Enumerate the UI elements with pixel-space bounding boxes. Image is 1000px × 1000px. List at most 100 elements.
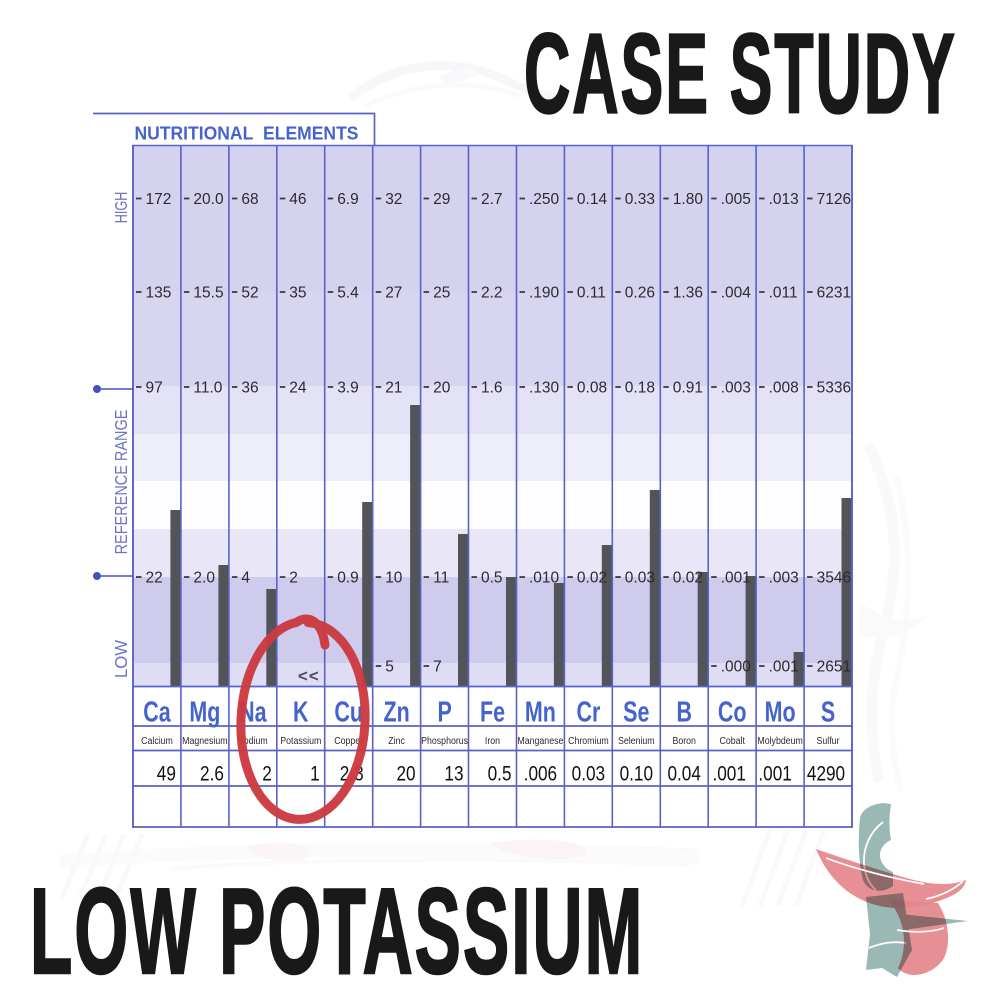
svg-text:0.10: 0.10 [620,762,654,786]
svg-text:REFERENCE RANGE: REFERENCE RANGE [112,409,132,554]
svg-text:3.9: 3.9 [337,380,359,397]
svg-text:Cu: Cu [334,696,363,728]
svg-text:Sodium: Sodium [238,734,268,746]
svg-text:.001: .001 [712,762,745,786]
svg-text:0.5: 0.5 [488,762,512,786]
svg-text:Calcium: Calcium [141,734,173,746]
svg-text:Co: Co [718,696,747,728]
svg-text:1.6: 1.6 [481,380,503,397]
svg-text:0.03: 0.03 [572,762,605,786]
svg-text:52: 52 [241,285,258,302]
svg-text:21: 21 [385,380,402,397]
svg-text:29: 29 [433,191,450,208]
svg-text:.003: .003 [721,380,751,397]
svg-text:Mn: Mn [525,696,556,728]
svg-text:NUTRITIONAL ELEMENTS: NUTRITIONAL ELEMENTS [135,123,359,144]
svg-text:24: 24 [289,380,307,397]
svg-text:32: 32 [385,191,402,208]
svg-text:.250: .250 [529,191,560,208]
svg-text:4290: 4290 [807,762,845,786]
svg-text:1: 1 [310,762,320,786]
svg-text:0.14: 0.14 [577,191,608,208]
svg-text:0.03: 0.03 [625,570,655,587]
svg-text:13: 13 [444,762,463,786]
svg-text:0.08: 0.08 [577,380,607,397]
svg-text:S: S [821,696,835,728]
svg-text:97: 97 [146,380,163,397]
svg-text:1.80: 1.80 [673,191,704,208]
svg-text:2: 2 [262,762,272,786]
svg-text:Fe: Fe [480,696,505,728]
svg-text:5336: 5336 [817,380,851,397]
svg-text:20: 20 [433,380,451,397]
svg-text:0.04: 0.04 [667,762,701,786]
svg-text:0.9: 0.9 [337,570,359,587]
svg-text:.010: .010 [529,570,560,587]
svg-text:Manganese: Manganese [517,734,563,746]
svg-text:Phosphorus: Phosphorus [421,734,468,746]
svg-text:Ca: Ca [143,696,171,728]
svg-text:36: 36 [241,380,258,397]
svg-text:2.0: 2.0 [193,570,215,587]
svg-text:49: 49 [157,762,176,786]
svg-text:0.91: 0.91 [673,380,703,397]
svg-text:2651: 2651 [817,659,851,676]
svg-text:20: 20 [396,762,415,786]
svg-text:25: 25 [433,285,450,302]
svg-text:Sulfur: Sulfur [817,734,840,746]
svg-text:0.5: 0.5 [481,570,503,587]
svg-text:46: 46 [289,191,306,208]
svg-text:.130: .130 [529,380,560,397]
svg-text:2.7: 2.7 [481,191,503,208]
svg-text:LOW: LOW [110,639,131,678]
svg-text:11: 11 [433,570,449,587]
svg-text:15.5: 15.5 [193,285,223,302]
svg-text:.008: .008 [769,380,799,397]
svg-text:20.0: 20.0 [193,191,224,208]
svg-text:2.6: 2.6 [200,762,224,786]
svg-text:5.4: 5.4 [337,285,359,302]
svg-text:Cobalt: Cobalt [719,734,745,746]
svg-text:3546: 3546 [817,570,851,587]
svg-text:.001: .001 [758,762,791,786]
svg-text:.005: .005 [721,191,751,208]
svg-text:Chromium: Chromium [568,734,609,746]
svg-text:0.18: 0.18 [625,380,655,397]
svg-text:.013: .013 [769,191,799,208]
svg-text:Zn: Zn [383,696,409,728]
svg-text:Copper: Copper [334,734,363,746]
svg-text:Selenium: Selenium [618,734,655,746]
svg-text:7126: 7126 [817,191,851,208]
svg-text:.011: .011 [769,285,798,302]
svg-text:1.36: 1.36 [673,285,703,302]
svg-text:Iron: Iron [485,734,500,746]
svg-text:6231: 6231 [817,285,851,302]
svg-text:Zinc: Zinc [388,734,405,746]
svg-text:135: 135 [146,285,172,302]
svg-text:6.9: 6.9 [337,191,359,208]
svg-text:.001: .001 [769,659,799,676]
svg-text:.006: .006 [524,762,557,786]
svg-text:0.11: 0.11 [577,285,606,302]
svg-text:0.02: 0.02 [577,570,607,587]
svg-text:.190: .190 [529,285,560,302]
svg-text:0.26: 0.26 [625,285,655,302]
svg-text:4: 4 [241,570,250,587]
svg-text:5: 5 [385,659,394,676]
svg-text:0.33: 0.33 [625,191,655,208]
svg-text:22: 22 [146,570,163,587]
svg-text:<<: << [298,667,320,686]
svg-text:Se: Se [623,696,649,728]
svg-text:0.02: 0.02 [673,570,703,587]
svg-text:K: K [293,696,309,728]
svg-text:10: 10 [385,570,403,587]
svg-text:2: 2 [289,570,298,587]
svg-text:172: 172 [146,191,172,208]
svg-text:.004: .004 [721,285,752,302]
svg-text:Boron: Boron [672,734,695,746]
svg-text:Mg: Mg [189,696,220,728]
svg-text:2.2: 2.2 [481,285,503,302]
svg-text:Magnesium: Magnesium [182,734,228,746]
svg-text:11.0: 11.0 [193,380,222,397]
svg-text:P: P [437,696,451,728]
